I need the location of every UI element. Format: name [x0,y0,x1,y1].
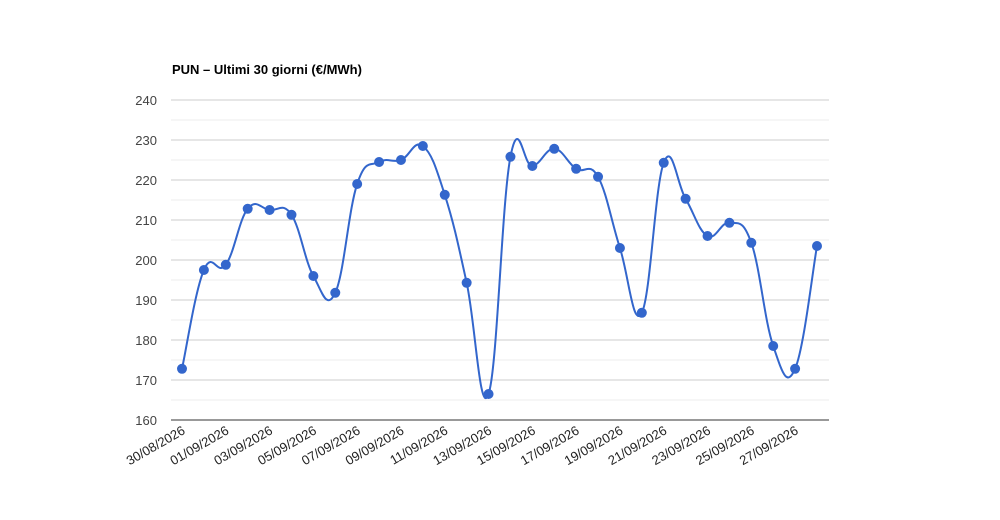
data-point [527,161,538,171]
x-axis-ticks: 30/08/202601/09/202603/09/202605/09/2026… [124,423,801,469]
data-point [658,157,669,168]
data-point [198,265,209,275]
y-tick-label: 220 [135,173,157,188]
series-points [177,141,822,399]
data-point [549,143,560,154]
y-tick-label: 230 [135,133,157,148]
grid-lines [171,99,829,421]
data-point [768,341,779,351]
data-point [242,203,253,214]
y-tick-label: 200 [135,253,157,268]
y-tick-label: 170 [135,373,157,388]
data-point [614,243,625,253]
data-point [505,151,516,162]
y-tick-label: 240 [135,93,157,108]
series-line [181,138,818,399]
data-point [724,217,735,228]
y-axis-ticks: 160 170 180 190 200 210 220 230 240 [135,93,157,428]
data-point [680,193,691,204]
data-point [593,171,604,182]
data-point [374,157,385,167]
data-point [395,155,406,165]
data-point [330,287,341,298]
data-point [352,179,363,189]
data-point [220,259,231,270]
data-point [790,363,801,374]
chart-title: PUN – Ultimi 30 giorni (€/MWh) [172,62,362,77]
y-tick-label: 190 [135,293,157,308]
data-point [264,205,275,215]
data-point [417,141,428,151]
data-point [702,231,713,241]
y-tick-label: 210 [135,213,157,228]
y-tick-label: 160 [135,413,157,428]
data-point [746,237,757,248]
data-point [483,389,494,399]
data-point [461,277,472,288]
data-point [636,307,647,318]
y-tick-label: 180 [135,333,157,348]
data-point [439,189,450,200]
data-point [812,241,822,251]
series-line-layer [181,138,818,399]
data-point [571,163,582,174]
data-point [177,363,187,374]
data-point [286,209,297,220]
data-point [308,271,319,281]
